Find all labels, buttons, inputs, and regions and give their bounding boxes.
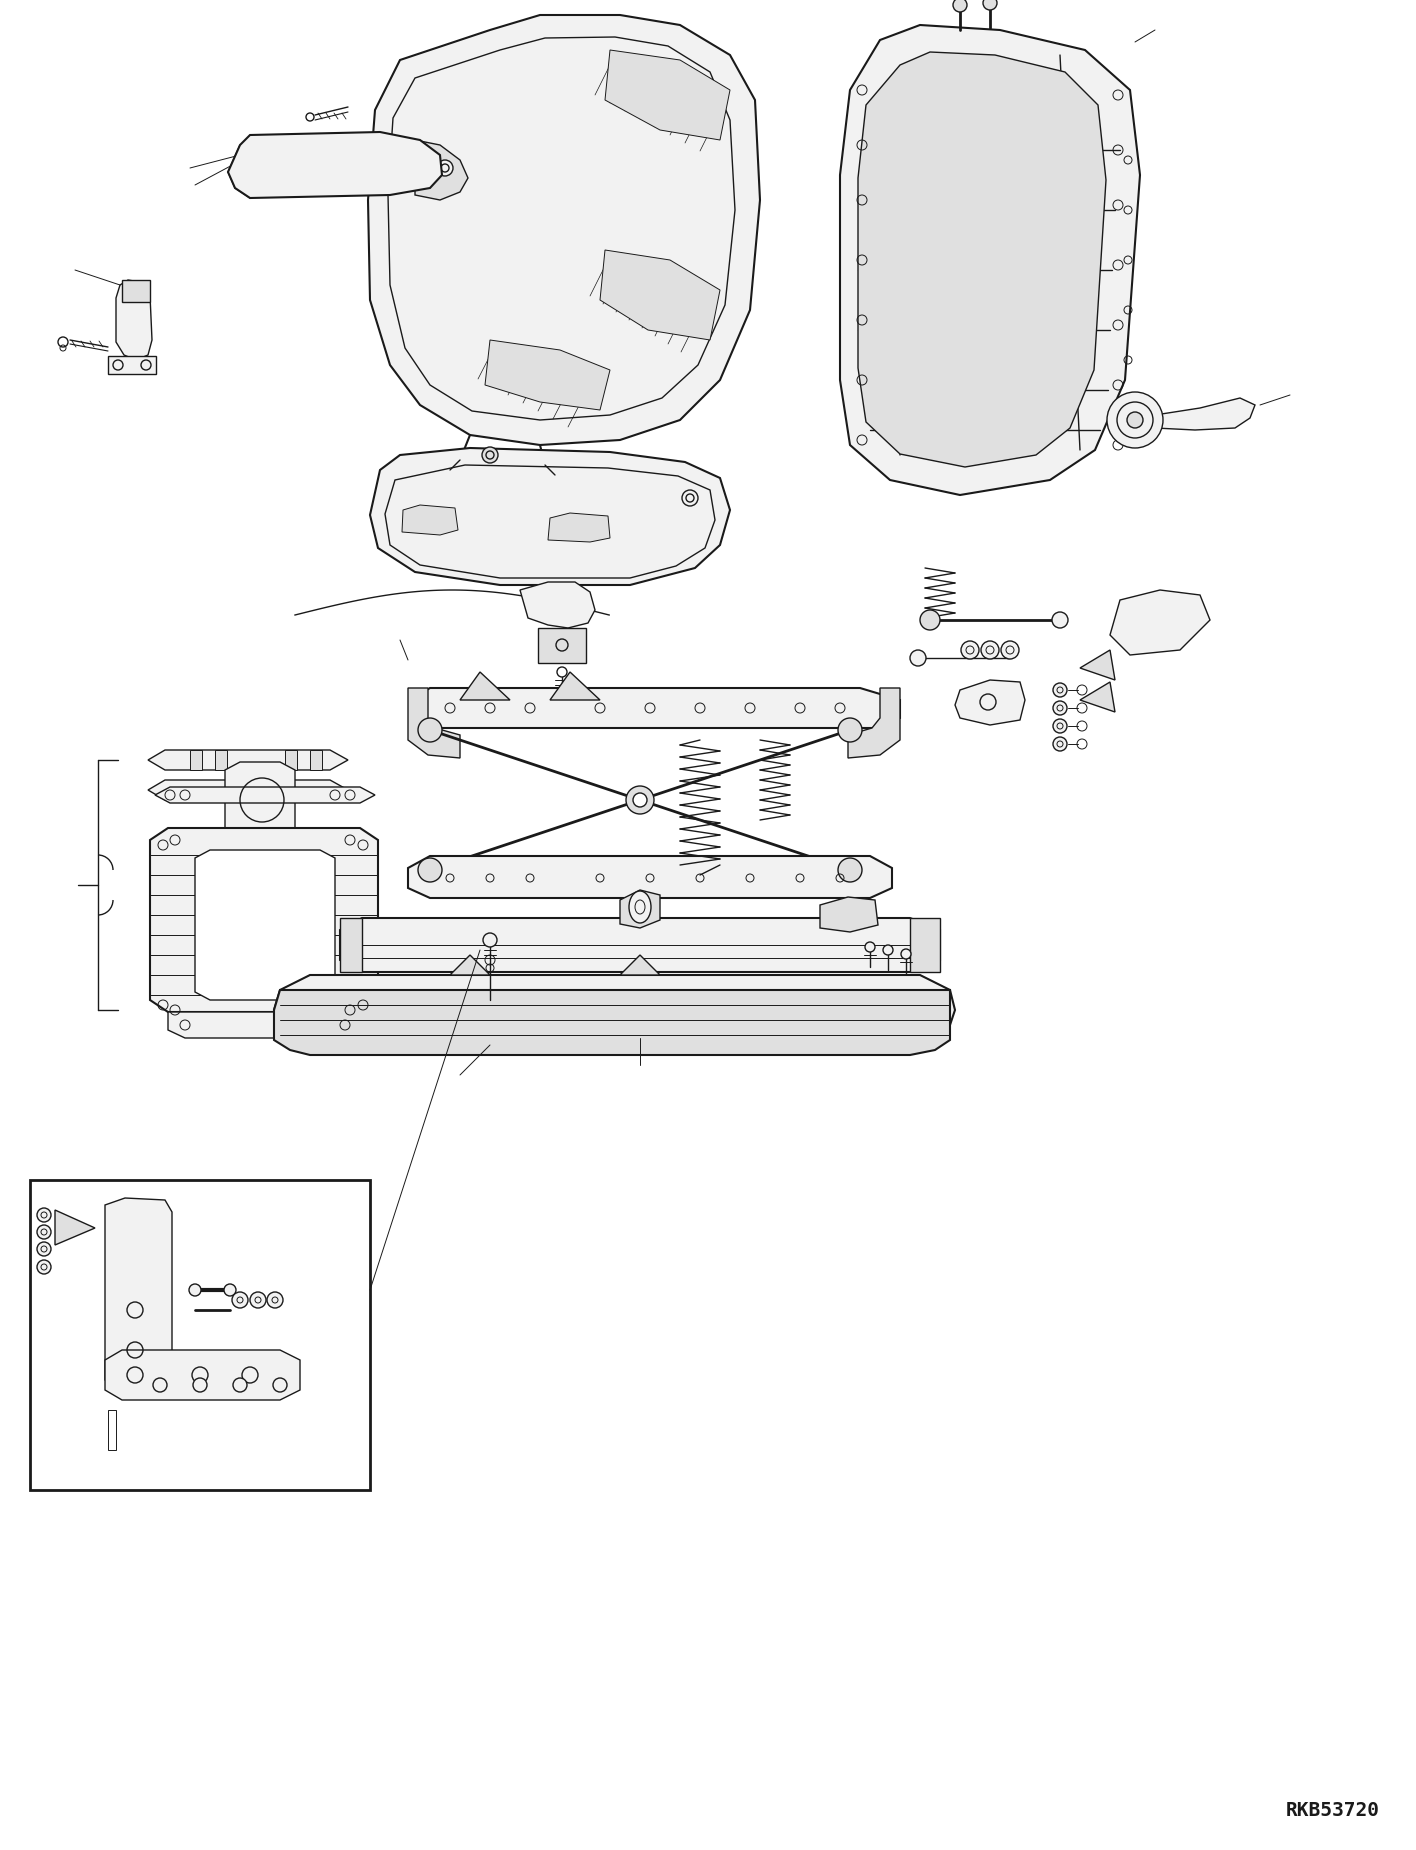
- Polygon shape: [340, 918, 940, 971]
- Polygon shape: [402, 505, 457, 535]
- Circle shape: [37, 1241, 51, 1256]
- Circle shape: [838, 718, 862, 742]
- Circle shape: [153, 1378, 167, 1391]
- Circle shape: [953, 0, 967, 11]
- Polygon shape: [600, 250, 719, 340]
- Polygon shape: [285, 749, 297, 770]
- Polygon shape: [340, 918, 362, 971]
- Polygon shape: [1080, 683, 1114, 712]
- Circle shape: [884, 945, 893, 955]
- Circle shape: [188, 1284, 201, 1297]
- Polygon shape: [150, 829, 378, 1012]
- Polygon shape: [370, 448, 731, 585]
- Polygon shape: [415, 141, 469, 200]
- Polygon shape: [910, 918, 940, 971]
- Circle shape: [1054, 683, 1068, 697]
- Circle shape: [273, 1378, 287, 1391]
- Polygon shape: [840, 26, 1140, 496]
- Polygon shape: [1080, 649, 1114, 681]
- Circle shape: [1054, 701, 1068, 714]
- Polygon shape: [1110, 590, 1211, 655]
- Polygon shape: [460, 672, 510, 699]
- Circle shape: [483, 932, 497, 947]
- Polygon shape: [149, 749, 348, 770]
- Polygon shape: [310, 749, 321, 770]
- Polygon shape: [105, 1199, 171, 1389]
- Polygon shape: [858, 52, 1106, 466]
- Circle shape: [961, 640, 978, 659]
- Polygon shape: [55, 1210, 95, 1245]
- Polygon shape: [820, 897, 878, 932]
- Polygon shape: [486, 340, 610, 411]
- Text: RKB53720: RKB53720: [1286, 1802, 1381, 1820]
- Circle shape: [1052, 612, 1068, 627]
- Circle shape: [193, 1378, 207, 1391]
- Circle shape: [251, 1291, 266, 1308]
- Circle shape: [865, 942, 875, 953]
- Circle shape: [1001, 640, 1020, 659]
- Polygon shape: [368, 15, 760, 446]
- Polygon shape: [228, 131, 442, 198]
- Polygon shape: [190, 749, 202, 770]
- Circle shape: [418, 718, 442, 742]
- Bar: [538, 627, 586, 662]
- Circle shape: [232, 1291, 248, 1308]
- Circle shape: [626, 786, 654, 814]
- Circle shape: [268, 1291, 283, 1308]
- Polygon shape: [169, 1012, 360, 1038]
- Circle shape: [37, 1208, 51, 1223]
- Polygon shape: [411, 688, 901, 729]
- Circle shape: [983, 0, 997, 9]
- Circle shape: [901, 949, 910, 958]
- Polygon shape: [605, 50, 731, 141]
- Polygon shape: [548, 512, 610, 542]
- Bar: [30, 1180, 370, 1489]
- Polygon shape: [954, 681, 1025, 725]
- Circle shape: [633, 794, 647, 807]
- Polygon shape: [408, 857, 892, 897]
- Polygon shape: [275, 990, 950, 1054]
- Polygon shape: [620, 890, 660, 929]
- Polygon shape: [228, 144, 251, 198]
- Polygon shape: [848, 688, 901, 758]
- Polygon shape: [116, 279, 152, 361]
- Polygon shape: [225, 762, 295, 838]
- Polygon shape: [1155, 398, 1255, 429]
- Polygon shape: [215, 749, 227, 770]
- Polygon shape: [520, 583, 595, 627]
- Polygon shape: [275, 975, 954, 1038]
- Circle shape: [418, 858, 442, 882]
- Circle shape: [438, 159, 453, 176]
- Circle shape: [981, 640, 1000, 659]
- Ellipse shape: [629, 892, 651, 923]
- Circle shape: [920, 610, 940, 631]
- Bar: [108, 1410, 116, 1450]
- Circle shape: [37, 1260, 51, 1275]
- Circle shape: [224, 1284, 236, 1297]
- Circle shape: [481, 448, 498, 462]
- Polygon shape: [408, 688, 460, 758]
- Circle shape: [234, 1378, 246, 1391]
- Polygon shape: [450, 955, 490, 975]
- Circle shape: [1127, 413, 1143, 427]
- Bar: [122, 279, 150, 302]
- Polygon shape: [105, 1350, 300, 1400]
- Circle shape: [37, 1225, 51, 1240]
- Circle shape: [910, 649, 926, 666]
- Circle shape: [838, 858, 862, 882]
- Polygon shape: [149, 781, 348, 799]
- Polygon shape: [195, 849, 336, 1001]
- Polygon shape: [549, 672, 600, 699]
- Polygon shape: [620, 955, 660, 975]
- Circle shape: [1107, 392, 1163, 448]
- Circle shape: [1054, 720, 1068, 733]
- Bar: [108, 355, 156, 374]
- Circle shape: [1054, 736, 1068, 751]
- Polygon shape: [154, 786, 375, 803]
